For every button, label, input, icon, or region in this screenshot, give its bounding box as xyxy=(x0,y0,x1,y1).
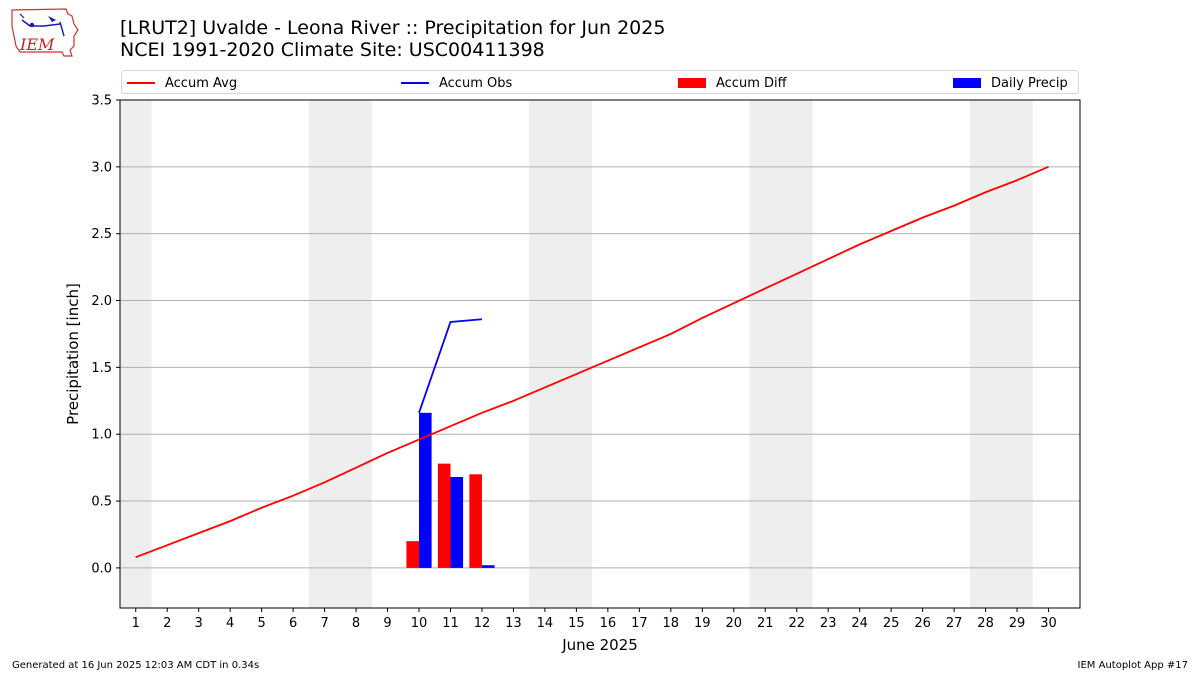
x-tick-label: 2 xyxy=(163,616,171,631)
x-tick-label: 9 xyxy=(383,616,391,631)
bar-accum-diff xyxy=(437,463,451,568)
bar-daily-precip xyxy=(450,476,464,568)
legend-label-daily-precip: Daily Precip xyxy=(991,75,1068,91)
bars xyxy=(406,412,495,568)
chart-subtitle: NCEI 1991-2020 Climate Site: USC00411398 xyxy=(120,39,545,61)
legend-swatch-daily-precip xyxy=(953,78,981,88)
footer-generated-text: Generated at 16 Jun 2025 12:03 AM CDT in… xyxy=(12,660,260,671)
x-tick-label: 3 xyxy=(195,616,203,631)
y-axis-label: Precipitation [inch] xyxy=(64,283,82,425)
legend-item-daily-precip: Daily Precip xyxy=(953,71,1068,95)
x-tick-label: 15 xyxy=(568,616,585,631)
y-axis-ticks: 0.0 0.5 1.0 1.5 2.0 2.5 3.0 3.5 xyxy=(91,94,120,576)
x-tick-label: 14 xyxy=(537,616,554,631)
y-tick-label: 0.5 xyxy=(91,495,112,510)
x-tick-label: 23 xyxy=(820,616,837,631)
x-axis-ticks: 1 2 3 4 5 6 7 8 9 10 11 12 13 14 15 16 17 18 19 20 21 22 23 24 2… xyxy=(132,608,1057,631)
weekend-band-3 xyxy=(529,100,593,608)
bar-daily-precip xyxy=(419,412,432,568)
legend-swatch-accum-diff xyxy=(678,78,706,88)
x-tick-label: 12 xyxy=(474,616,491,631)
y-tick-label: 2.5 xyxy=(91,227,112,242)
x-tick-label: 17 xyxy=(631,616,648,631)
x-tick-label: 21 xyxy=(757,616,774,631)
x-tick-label: 20 xyxy=(725,616,742,631)
x-tick-label: 25 xyxy=(883,616,900,631)
chart-title: [LRUT2] Uvalde - Leona River :: Precipit… xyxy=(120,17,666,39)
legend-swatch-accum-obs xyxy=(401,82,429,84)
y-tick-label: 2.0 xyxy=(91,294,112,309)
x-tick-label: 8 xyxy=(352,616,360,631)
iem-logo: IEM xyxy=(11,8,79,57)
y-tick-label: 3.0 xyxy=(91,160,112,175)
y-tick-label: 3.5 xyxy=(91,94,112,109)
series-lines xyxy=(135,166,1049,559)
x-tick-label: 30 xyxy=(1040,616,1057,631)
x-tick-label: 28 xyxy=(977,616,994,631)
x-tick-label: 1 xyxy=(132,616,140,631)
line-accum-obs xyxy=(418,318,483,414)
x-tick-label: 27 xyxy=(946,616,963,631)
y-gridlines xyxy=(120,99,1080,569)
x-tick-label: 7 xyxy=(320,616,328,631)
legend-label-accum-obs: Accum Obs xyxy=(439,75,513,91)
legend-label-accum-diff: Accum Diff xyxy=(716,75,787,91)
legend-item-accum-obs: Accum Obs xyxy=(401,71,512,95)
weekend-band-1 xyxy=(120,100,152,608)
x-tick-label: 5 xyxy=(257,616,265,631)
bar-accum-diff xyxy=(469,474,482,568)
weekend-shading xyxy=(120,100,1033,608)
weekend-band-4 xyxy=(749,100,813,608)
x-tick-label: 11 xyxy=(442,616,459,631)
x-tick-label: 22 xyxy=(788,616,805,631)
bar-accum-diff xyxy=(406,541,420,568)
weekend-band-5 xyxy=(969,100,1033,608)
x-tick-label: 19 xyxy=(694,616,711,631)
plot-frame xyxy=(119,99,1081,609)
y-tick-label: 1.5 xyxy=(91,361,112,376)
chart-legend: Accum Avg Accum Obs Accum Diff Daily Pre… xyxy=(121,70,1079,94)
line-accum-avg xyxy=(135,166,1049,559)
x-axis-label: June 2025 xyxy=(561,636,638,654)
legend-item-accum-avg: Accum Avg xyxy=(127,71,237,95)
x-tick-label: 13 xyxy=(505,616,522,631)
footer-app-label: IEM Autoplot App #17 xyxy=(1077,660,1188,671)
legend-label-accum-avg: Accum Avg xyxy=(165,75,238,91)
bar-daily-precip xyxy=(481,565,495,568)
x-tick-label: 16 xyxy=(600,616,617,631)
iem-logo-text: IEM xyxy=(19,35,55,54)
x-tick-label: 26 xyxy=(914,616,931,631)
y-tick-label: 0.0 xyxy=(91,561,112,576)
x-tick-label: 6 xyxy=(289,616,297,631)
legend-swatch-accum-avg xyxy=(127,82,155,84)
legend-item-accum-diff: Accum Diff xyxy=(678,71,787,95)
weekend-band-2 xyxy=(308,100,372,608)
y-tick-label: 1.0 xyxy=(91,428,112,443)
x-tick-label: 29 xyxy=(1009,616,1026,631)
x-tick-label: 4 xyxy=(226,616,234,631)
x-tick-label: 10 xyxy=(411,616,428,631)
x-tick-label: 18 xyxy=(663,616,680,631)
x-tick-label: 24 xyxy=(851,616,868,631)
